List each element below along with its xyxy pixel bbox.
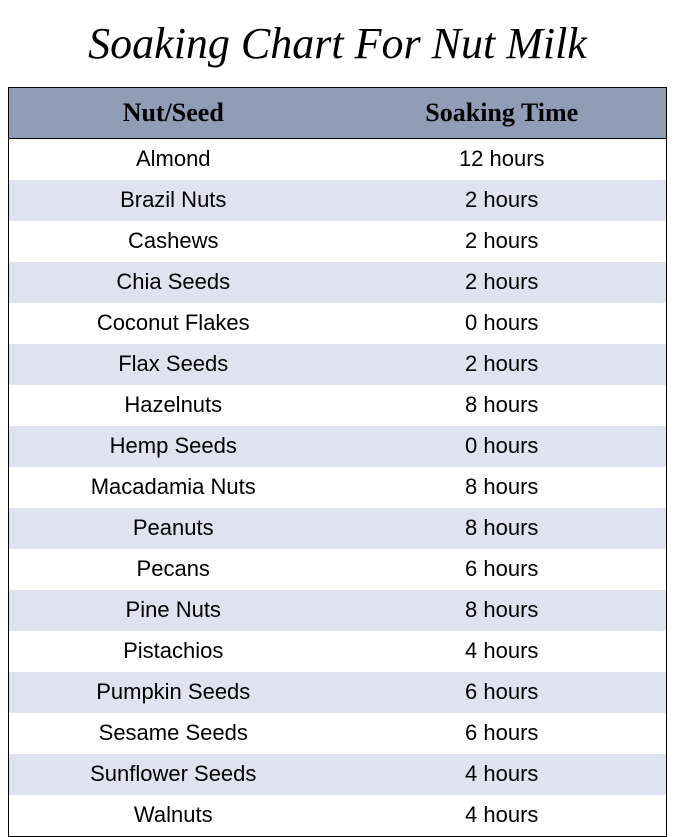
nut-cell: Flax Seeds bbox=[9, 344, 338, 385]
time-cell: 4 hours bbox=[338, 631, 667, 672]
nut-cell: Macadamia Nuts bbox=[9, 467, 338, 508]
table-row: Pistachios 4 hours bbox=[9, 631, 666, 672]
time-cell: 2 hours bbox=[338, 344, 667, 385]
table-row: Cashews 2 hours bbox=[9, 221, 666, 262]
time-cell: 4 hours bbox=[338, 795, 667, 836]
table-row: Sunflower Seeds 4 hours bbox=[9, 754, 666, 795]
table-row: Pecans 6 hours bbox=[9, 549, 666, 590]
nut-cell: Pecans bbox=[9, 549, 338, 590]
table-row: Walnuts 4 hours bbox=[9, 795, 666, 836]
table-row: Pine Nuts 8 hours bbox=[9, 590, 666, 631]
nut-cell: Hazelnuts bbox=[9, 385, 338, 426]
time-cell: 0 hours bbox=[338, 426, 667, 467]
nut-cell: Sesame Seeds bbox=[9, 713, 338, 754]
time-cell: 2 hours bbox=[338, 180, 667, 221]
time-cell: 2 hours bbox=[338, 221, 667, 262]
table-row: Flax Seeds 2 hours bbox=[9, 344, 666, 385]
table-row: Coconut Flakes 0 hours bbox=[9, 303, 666, 344]
nut-cell: Pine Nuts bbox=[9, 590, 338, 631]
nut-cell: Cashews bbox=[9, 221, 338, 262]
time-cell: 0 hours bbox=[338, 303, 667, 344]
soaking-chart-table: Nut/Seed Soaking Time Almond 12 hours Br… bbox=[9, 88, 666, 836]
time-cell: 8 hours bbox=[338, 508, 667, 549]
nut-cell: Sunflower Seeds bbox=[9, 754, 338, 795]
column-header-nut: Nut/Seed bbox=[9, 88, 338, 139]
nut-cell: Brazil Nuts bbox=[9, 180, 338, 221]
table-row: Sesame Seeds 6 hours bbox=[9, 713, 666, 754]
column-header-time: Soaking Time bbox=[338, 88, 667, 139]
page-title: Soaking Chart For Nut Milk bbox=[8, 8, 667, 87]
time-cell: 6 hours bbox=[338, 549, 667, 590]
time-cell: 8 hours bbox=[338, 590, 667, 631]
time-cell: 6 hours bbox=[338, 672, 667, 713]
table-header-row: Nut/Seed Soaking Time bbox=[9, 88, 666, 139]
time-cell: 12 hours bbox=[338, 139, 667, 180]
table-wrapper: Nut/Seed Soaking Time Almond 12 hours Br… bbox=[8, 87, 667, 837]
time-cell: 6 hours bbox=[338, 713, 667, 754]
nut-cell: Almond bbox=[9, 139, 338, 180]
table-row: Macadamia Nuts 8 hours bbox=[9, 467, 666, 508]
chart-container: Soaking Chart For Nut Milk Nut/Seed Soak… bbox=[8, 8, 667, 805]
table-row: Hemp Seeds 0 hours bbox=[9, 426, 666, 467]
table-row: Almond 12 hours bbox=[9, 139, 666, 180]
table-row: Pumpkin Seeds 6 hours bbox=[9, 672, 666, 713]
table-row: Brazil Nuts 2 hours bbox=[9, 180, 666, 221]
time-cell: 8 hours bbox=[338, 385, 667, 426]
nut-cell: Pumpkin Seeds bbox=[9, 672, 338, 713]
table-row: Peanuts 8 hours bbox=[9, 508, 666, 549]
table-row: Chia Seeds 2 hours bbox=[9, 262, 666, 303]
nut-cell: Pistachios bbox=[9, 631, 338, 672]
table-row: Hazelnuts 8 hours bbox=[9, 385, 666, 426]
table-body: Almond 12 hours Brazil Nuts 2 hours Cash… bbox=[9, 139, 666, 836]
nut-cell: Hemp Seeds bbox=[9, 426, 338, 467]
nut-cell: Coconut Flakes bbox=[9, 303, 338, 344]
time-cell: 2 hours bbox=[338, 262, 667, 303]
nut-cell: Chia Seeds bbox=[9, 262, 338, 303]
nut-cell: Peanuts bbox=[9, 508, 338, 549]
time-cell: 4 hours bbox=[338, 754, 667, 795]
nut-cell: Walnuts bbox=[9, 795, 338, 836]
time-cell: 8 hours bbox=[338, 467, 667, 508]
